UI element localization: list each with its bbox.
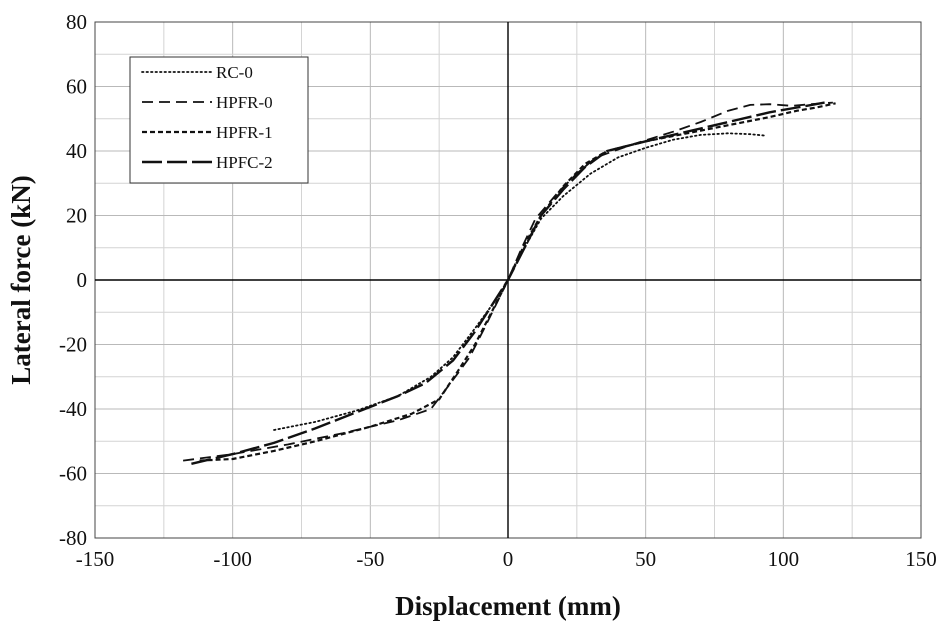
x-tick-label: 50 (635, 547, 656, 571)
legend-label: HPFR-1 (216, 123, 273, 142)
x-tick-label: 150 (905, 547, 937, 571)
y-axis-title: Lateral force (kN) (6, 175, 36, 384)
y-tick-label: 40 (66, 139, 87, 163)
series-line-hpfr-1 (199, 102, 836, 462)
series-lines (182, 101, 836, 465)
y-tick-label: 20 (66, 204, 87, 228)
x-tick-label: -100 (213, 547, 252, 571)
y-tick-label: -60 (59, 462, 87, 486)
x-tick-label: 0 (503, 547, 514, 571)
y-tick-labels: -80 -60 -40 -20 0 20 40 60 80 (59, 10, 87, 550)
legend-label: RC-0 (216, 63, 253, 82)
series-line-hpfr-0 (182, 101, 833, 462)
x-tick-label: -50 (356, 547, 384, 571)
x-tick-label: 100 (768, 547, 800, 571)
series-line-hpfc-2 (191, 101, 825, 465)
legend-label: HPFC-2 (216, 153, 273, 172)
x-tick-labels: -150 -100 -50 0 50 100 150 (76, 547, 937, 571)
y-tick-label: 80 (66, 10, 87, 34)
x-tick-label: -150 (76, 547, 115, 571)
y-tick-label: -40 (59, 397, 87, 421)
legend: RC-0 HPFR-0 HPFR-1 HPFC-2 (129, 56, 309, 184)
series-line-rc-0 (273, 132, 765, 431)
y-tick-label: 60 (66, 75, 87, 99)
legend-label: HPFR-0 (216, 93, 273, 112)
y-tick-label: 0 (77, 268, 88, 292)
y-tick-label: -80 (59, 526, 87, 550)
x-axis-title: Displacement (mm) (395, 591, 621, 621)
y-tick-label: -20 (59, 333, 87, 357)
